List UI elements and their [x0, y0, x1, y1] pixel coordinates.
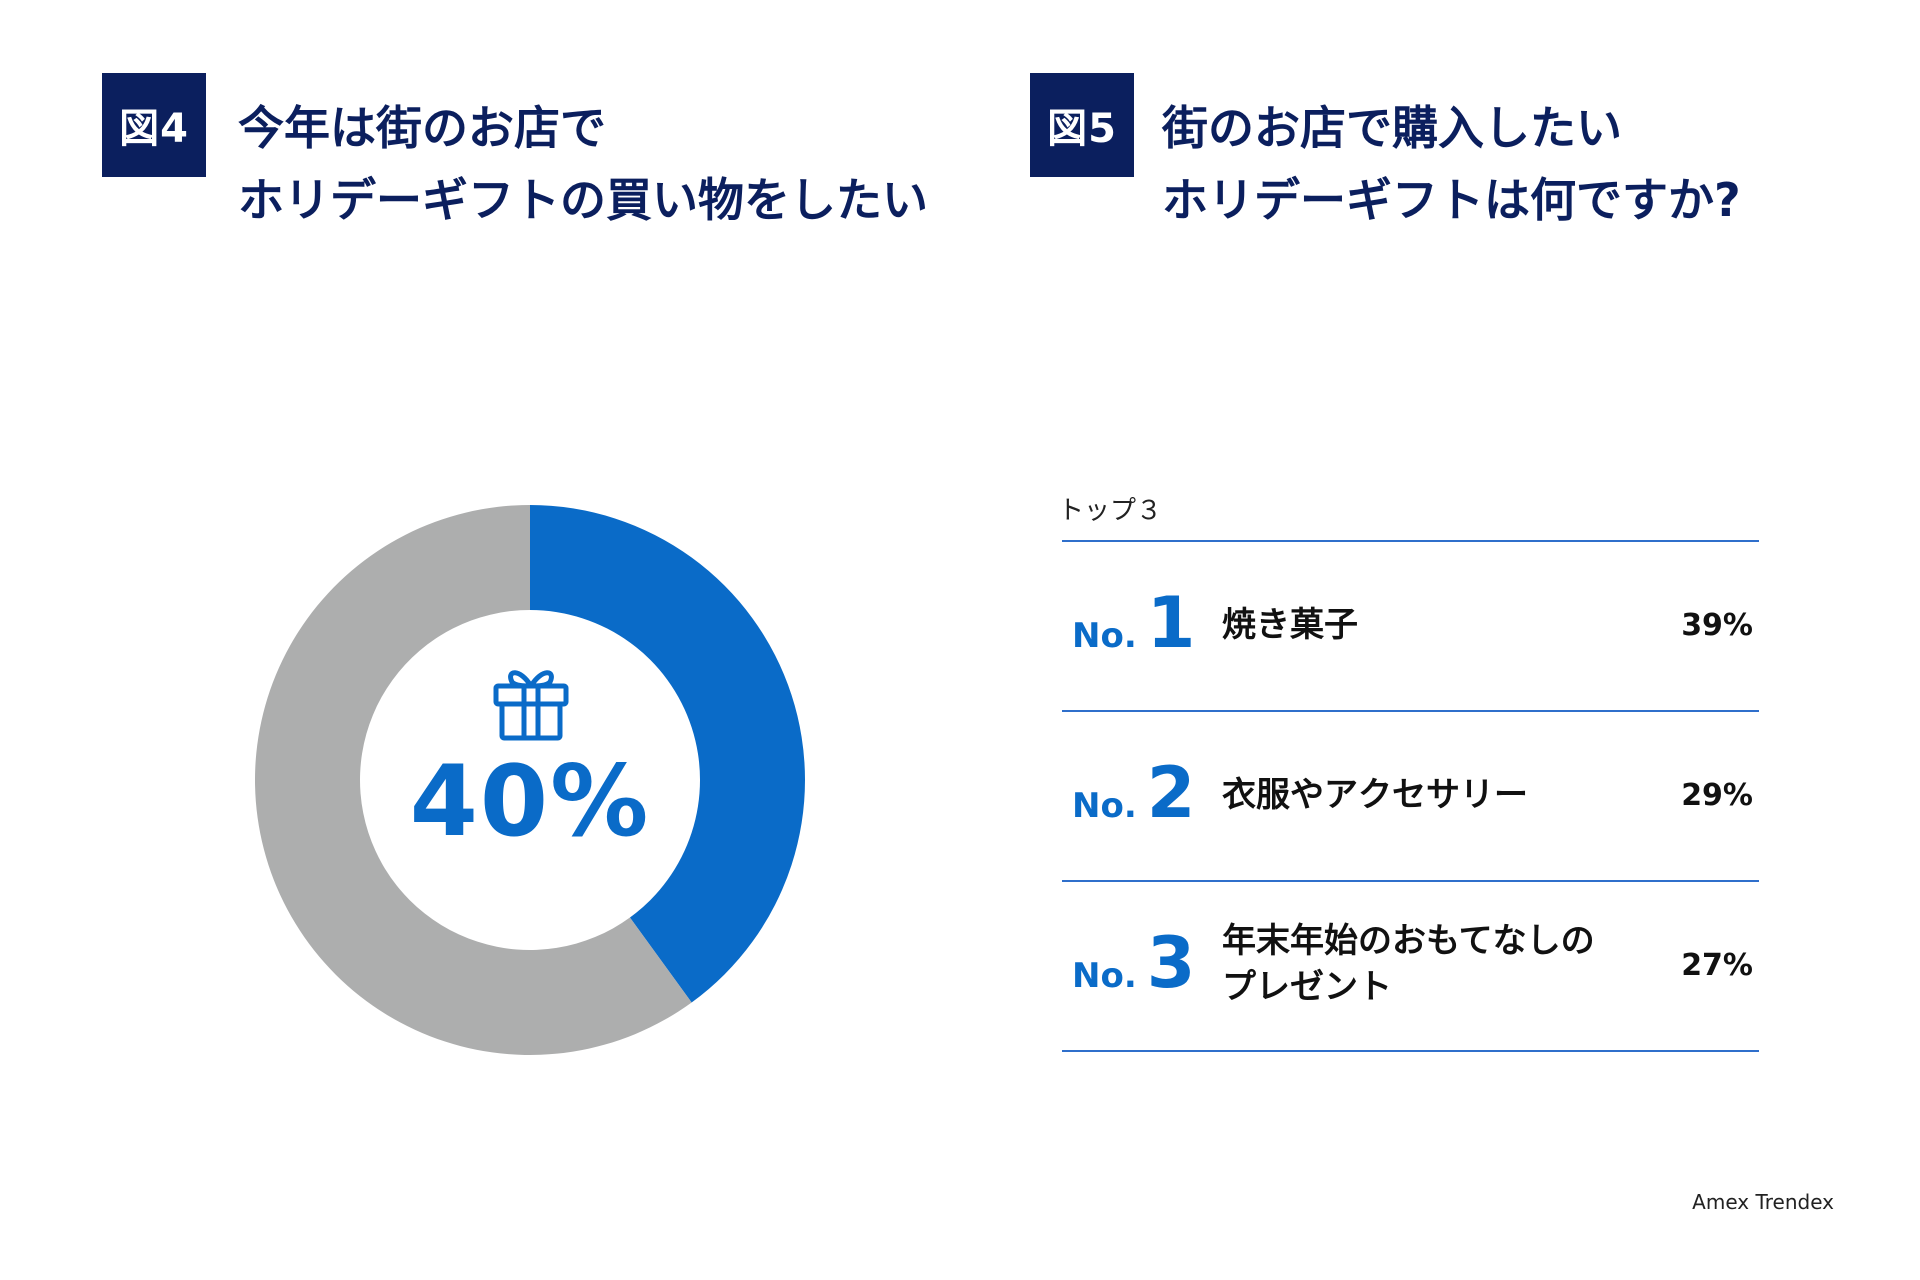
divider [1062, 710, 1759, 712]
rank-number: No. 1 [1072, 588, 1195, 658]
figure4-title-line2: ホリデーギフトの買い物をしたい [238, 173, 928, 227]
rank-value: 39% [1681, 608, 1753, 643]
figure5-title: 街のお店で購入したい ホリデーギフトは何ですか? [1162, 92, 1741, 236]
rank-label: 年末年始のおもてなしの プレゼント [1222, 918, 1595, 1010]
donut-slice-highlight [530, 505, 805, 1003]
figure4-title: 今年は街のお店で ホリデーギフトの買い物をしたい [238, 92, 928, 236]
rank-prefix: No. [1072, 956, 1137, 996]
rank-digit: 3 [1146, 922, 1196, 1004]
rank-row-1: No. 1 焼き菓子 39% [1062, 542, 1759, 710]
donut-chart: 40% [255, 505, 805, 1055]
figure5-title-line1: 街のお店で購入したい [1162, 101, 1622, 155]
rank-digit: 2 [1146, 752, 1196, 834]
top3-label: トップ３ [1058, 496, 1163, 526]
rank-label-line: 年末年始のおもてなしの [1222, 921, 1595, 961]
rank-number: No. 2 [1072, 758, 1195, 828]
figure5-title-line2: ホリデーギフトは何ですか? [1162, 173, 1741, 227]
donut-svg [255, 505, 805, 1055]
divider [1062, 1050, 1759, 1052]
rank-row-3: No. 3 年末年始のおもてなしの プレゼント 27% [1062, 882, 1759, 1050]
rank-label-line: 焼き菓子 [1222, 605, 1358, 645]
figure5-badge: 図5 [1030, 73, 1134, 177]
gift-icon [490, 660, 572, 742]
rank-value: 27% [1681, 948, 1753, 983]
rank-prefix: No. [1072, 616, 1137, 656]
rank-label: 衣服やアクセサリー [1222, 772, 1528, 818]
divider [1062, 880, 1759, 882]
rank-number: No. 3 [1072, 928, 1195, 998]
rank-label-line: プレゼント [1222, 967, 1392, 1007]
figure4-badge: 図4 [102, 73, 206, 177]
rank-label: 焼き菓子 [1222, 602, 1358, 648]
donut-center-value: 40% [409, 745, 651, 859]
donut-slice-rest [255, 505, 692, 1055]
rank-digit: 1 [1146, 582, 1196, 664]
rank-value: 29% [1681, 778, 1753, 813]
divider [1062, 540, 1759, 542]
figure4-title-line1: 今年は街のお店で [238, 101, 606, 155]
rank-label-line: 衣服やアクセサリー [1222, 775, 1528, 815]
rank-row-2: No. 2 衣服やアクセサリー 29% [1062, 712, 1759, 880]
rank-prefix: No. [1072, 786, 1137, 826]
source-credit: Amex Trendex [1692, 1190, 1834, 1214]
